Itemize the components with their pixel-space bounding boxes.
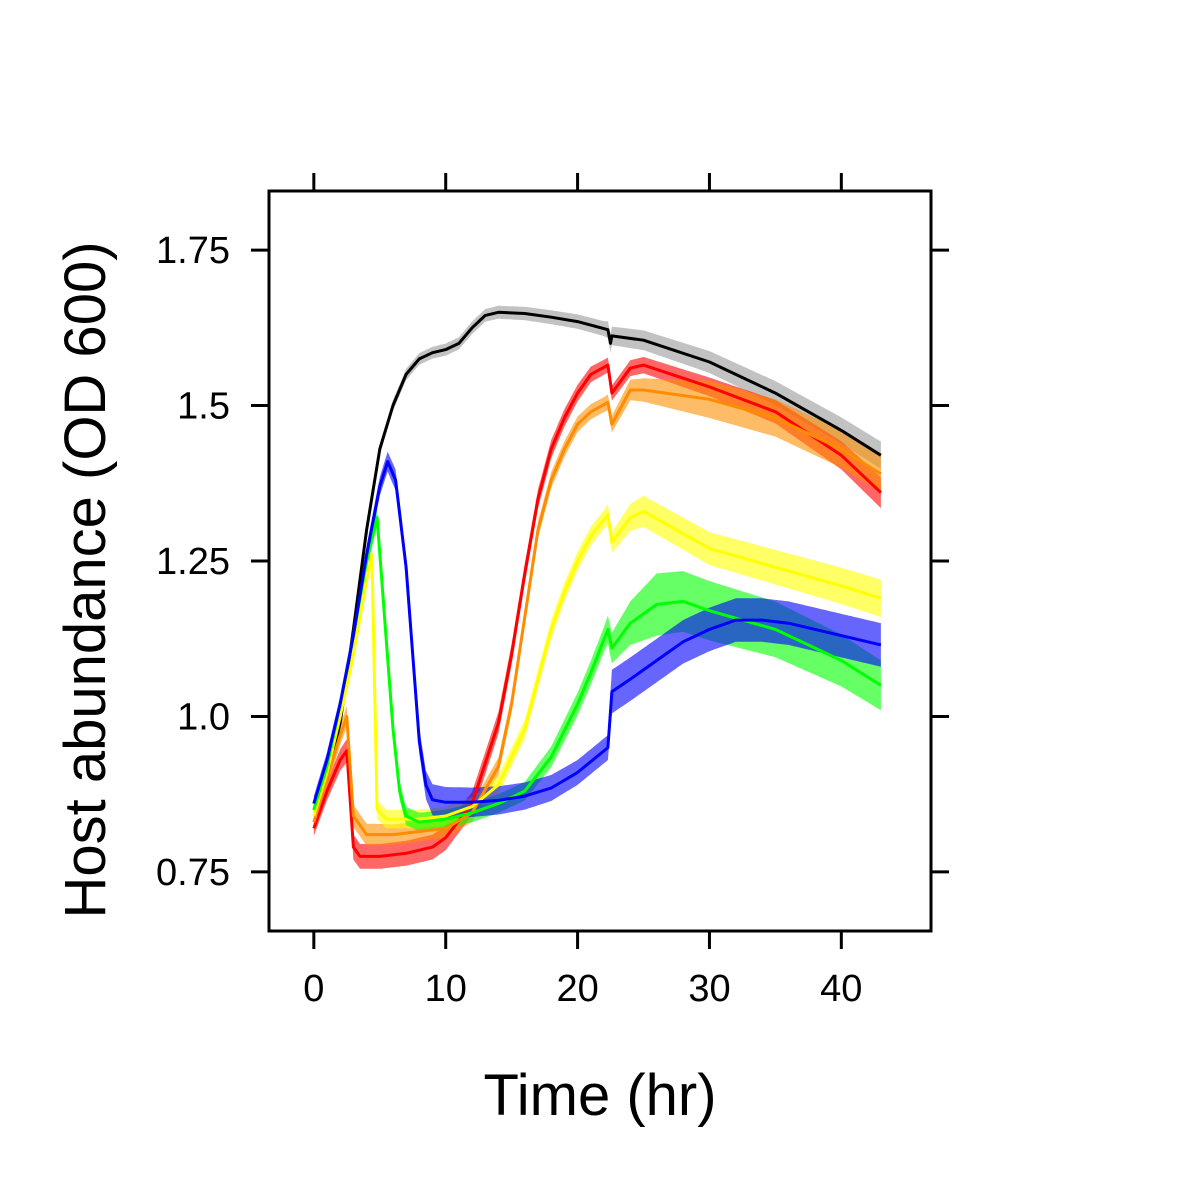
series-5-band bbox=[313, 451, 881, 818]
tick-labels: 0 10 20 30 40 0.75 1.0 1.25 1.5 1.75 bbox=[156, 230, 862, 1010]
y-tick-label: 1.25 bbox=[156, 541, 230, 583]
x-tick-label: 20 bbox=[556, 968, 598, 1010]
x-tick-label: 0 bbox=[303, 968, 324, 1010]
series-1-line bbox=[312, 363, 882, 858]
series-2-line bbox=[312, 388, 882, 837]
x-tick-label: 30 bbox=[688, 968, 730, 1010]
series-lines bbox=[312, 310, 882, 858]
axis-ticks bbox=[251, 173, 949, 949]
y-tick-label: 0.75 bbox=[156, 852, 230, 894]
y-axis-title: Host abundance (OD 600) bbox=[53, 241, 118, 918]
series-0-line bbox=[312, 310, 882, 811]
y-tick-label: 1.75 bbox=[156, 230, 230, 272]
series-5-line bbox=[312, 460, 882, 804]
x-tick-label: 10 bbox=[425, 968, 467, 1010]
y-tick-label: 1.0 bbox=[177, 696, 230, 738]
x-tick-label: 40 bbox=[820, 968, 862, 1010]
series-4-line bbox=[312, 516, 882, 824]
y-tick-label: 1.5 bbox=[177, 386, 230, 428]
series-3-line bbox=[312, 509, 882, 821]
x-axis-title: Time (hr) bbox=[483, 1063, 716, 1128]
series-2-band bbox=[313, 378, 881, 846]
